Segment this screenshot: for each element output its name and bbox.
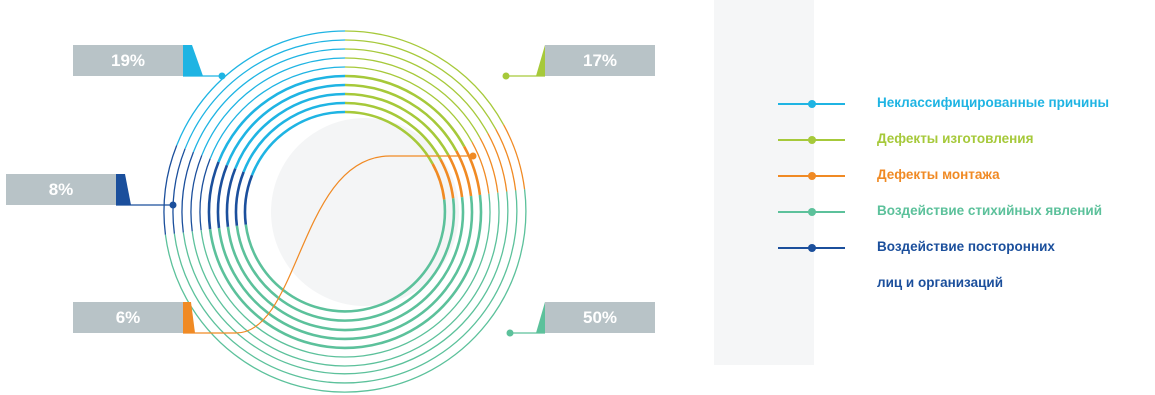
ring-arc-unclassified — [242, 101, 346, 173]
ring-arc-natural — [191, 192, 500, 367]
ring-arc-unclassified — [184, 39, 346, 149]
ring-arc-natural — [235, 198, 456, 322]
ring-arc-external-parties — [225, 168, 237, 227]
ring-arc-unclassified — [176, 30, 346, 146]
ring-arc-manufacturing — [344, 57, 481, 139]
callout-notch-unclassified — [183, 45, 203, 76]
ring-arc-unclassified — [192, 48, 346, 153]
callout-natural-label: 50% — [582, 307, 618, 327]
callout-unclassified-label: 19% — [110, 50, 146, 70]
ring-arc-external-parties — [163, 145, 178, 235]
ring-arc-installation — [487, 133, 508, 192]
legend-marker — [808, 172, 816, 180]
legend-marker — [808, 136, 816, 144]
legend-marker — [808, 208, 816, 216]
donut-rings — [163, 30, 527, 393]
callout-notch-external-parties — [116, 174, 131, 205]
callout-manufacturing-label: 17% — [582, 50, 618, 70]
ring-arc-external-parties — [207, 161, 220, 230]
callout-notch-installation — [183, 302, 195, 333]
ring-arc-installation — [455, 150, 473, 197]
ring-arc-unclassified — [234, 92, 346, 170]
callout-manufacturing: 17% — [545, 45, 655, 76]
ring-arc-external-parties — [243, 174, 254, 225]
ring-arc-installation — [471, 141, 490, 194]
ring-arc-manufacturing — [344, 92, 450, 156]
callout-external-parties: 8% — [6, 174, 116, 205]
callout-unclassified: 19% — [73, 45, 183, 76]
callout-installation: 6% — [73, 302, 183, 333]
connector-marker-installation — [469, 152, 477, 160]
legend-marker — [808, 100, 816, 108]
ring-arc-installation — [479, 137, 499, 193]
connector-marker-natural — [506, 329, 514, 337]
ring-arc-manufacturing — [344, 30, 505, 126]
ring-arc-external-parties — [190, 155, 203, 232]
ring-arc-natural — [217, 195, 474, 341]
ring-arc-unclassified — [209, 66, 346, 159]
ring-arc-external-parties — [199, 158, 211, 231]
legend-label: Неклассифицированные причины — [877, 95, 1110, 110]
ring-arc-installation — [431, 163, 446, 200]
ring-arc-external-parties — [216, 164, 229, 229]
callout-notch-manufacturing — [536, 45, 545, 76]
ring-arc-natural — [226, 197, 465, 332]
ring-arc-manufacturing — [344, 39, 497, 130]
ring-arc-external-parties — [181, 151, 195, 233]
ring-arc-manufacturing — [344, 74, 466, 148]
legend-label: Воздействие посторонних — [877, 239, 1055, 254]
callout-external-parties-label: 8% — [48, 179, 74, 199]
legend-label: Воздействие стихийных явлений — [877, 203, 1103, 218]
ring-arc-manufacturing — [344, 48, 489, 134]
ring-arc-installation — [463, 145, 482, 196]
callout-natural: 50% — [545, 302, 655, 333]
side-panel — [714, 0, 814, 365]
connector-line-installation — [183, 155, 473, 334]
ring-arc-natural — [244, 199, 447, 313]
ring-arc-natural — [200, 193, 491, 358]
ring-arc-external-parties — [172, 148, 186, 234]
ring-arc-unclassified — [250, 110, 346, 176]
callout-installation-label: 6% — [115, 307, 141, 327]
ring-arc-manufacturing — [344, 101, 442, 161]
ring-arc-external-parties — [234, 171, 245, 226]
legend-label: Дефекты монтажа — [877, 167, 1000, 182]
connector-marker-manufacturing — [502, 72, 510, 80]
ring-arc-natural — [208, 194, 483, 350]
callout-notch-natural — [536, 302, 545, 333]
ring-arc-manufacturing — [344, 66, 473, 143]
legend-marker — [808, 244, 816, 252]
legend-label: Дефекты изготовления — [877, 131, 1034, 146]
legend-label-line2: лиц и организаций — [877, 275, 1003, 290]
ring-arc-manufacturing — [344, 110, 434, 165]
connector-marker-external-parties — [169, 201, 177, 209]
ring-arc-installation — [439, 158, 455, 199]
ring-arc-unclassified — [217, 74, 346, 163]
ring-arc-installation — [495, 128, 517, 191]
ring-arc-installation — [503, 124, 526, 190]
ring-arc-natural — [164, 189, 527, 393]
ring-arc-unclassified — [201, 57, 346, 156]
connector-marker-unclassified — [218, 72, 226, 80]
ring-arc-natural — [182, 191, 509, 375]
ring-arc-unclassified — [225, 83, 346, 166]
callout-connectors — [116, 45, 545, 337]
ring-arc-manufacturing — [344, 83, 458, 152]
chart-center-disc — [271, 118, 459, 306]
ring-arc-natural — [173, 190, 518, 384]
